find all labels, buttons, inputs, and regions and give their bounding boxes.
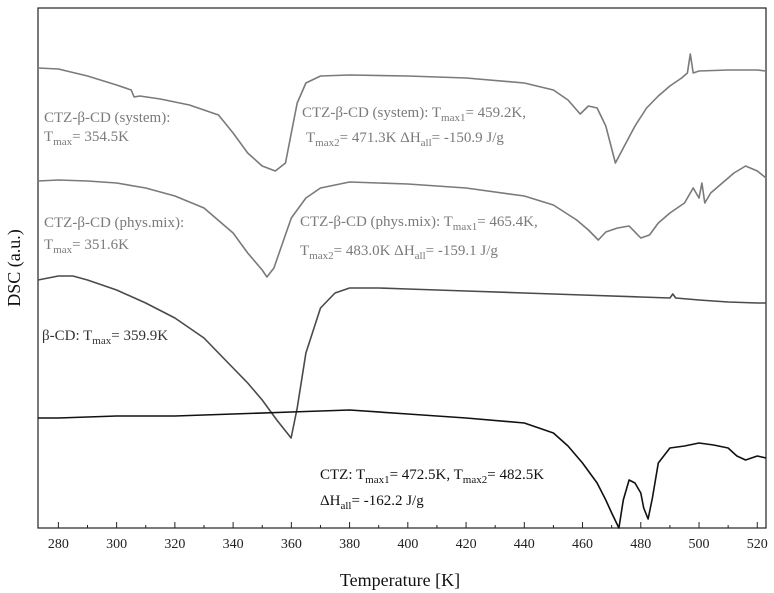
- x-tick-label-280: 280: [48, 537, 69, 552]
- annotation-system-left-line2: Tmax= 354.5K: [44, 129, 129, 148]
- x-tick-label-400: 400: [397, 537, 418, 552]
- y-axis-title: DSC (a.u.): [4, 229, 25, 307]
- x-tick-label-520: 520: [747, 537, 768, 552]
- x-tick-label-440: 440: [514, 537, 535, 552]
- annotation-system-right-line2: Tmax2= 471.3K ΔHall= -150.9 J/g: [306, 130, 504, 149]
- annotation-physmix-right-line1: CTZ-β-CD (phys.mix): Tmax1= 465.4K,: [300, 214, 538, 233]
- annotation-system-left-line1: CTZ-β-CD (system):: [44, 110, 170, 126]
- x-tick-label-460: 460: [572, 537, 593, 552]
- x-tick-label-500: 500: [689, 537, 710, 552]
- x-axis-title: Temperature [K]: [340, 570, 460, 590]
- annotation-ctz-line2: ΔHall= -162.2 J/g: [320, 493, 424, 512]
- x-tick-label-360: 360: [281, 537, 302, 552]
- x-tick-label-300: 300: [106, 537, 127, 552]
- x-tick-label-320: 320: [164, 537, 185, 552]
- annotation-physmix-left-line2: Tmax= 351.6K: [44, 237, 129, 256]
- x-tick-label-480: 480: [630, 537, 651, 552]
- x-tick-label-380: 380: [339, 537, 360, 552]
- annotation-ctz-line1: CTZ: Tmax1= 472.5K, Tmax2= 482.5K: [320, 467, 544, 486]
- series-line-0: [37, 53, 767, 172]
- plot-frame: [37, 7, 767, 529]
- annotations: CTZ-β-CD (system): Tmax= 354.5K CTZ-β-CD…: [42, 105, 544, 512]
- series-line-2: [37, 275, 766, 439]
- series-line-1: [37, 165, 767, 278]
- annotation-system-right-line1: CTZ-β-CD (system): Tmax1= 459.2K,: [302, 105, 526, 124]
- series-group: [37, 53, 767, 529]
- series-line-3: [38, 409, 767, 529]
- x-tick-label-340: 340: [223, 537, 244, 552]
- annotation-physmix-right-line2: Tmax2= 483.0K ΔHall= -159.1 J/g: [300, 243, 498, 262]
- annotation-physmix-left-line1: CTZ-β-CD (phys.mix):: [44, 215, 184, 231]
- x-axis: 280 300 320 340 360 380 400 420 440 460 480 500 520: [48, 522, 768, 552]
- annotation-bcd: β-CD: Tmax= 359.9K: [42, 328, 168, 347]
- plot-area: [37, 7, 767, 529]
- x-tick-label-420: 420: [456, 537, 477, 552]
